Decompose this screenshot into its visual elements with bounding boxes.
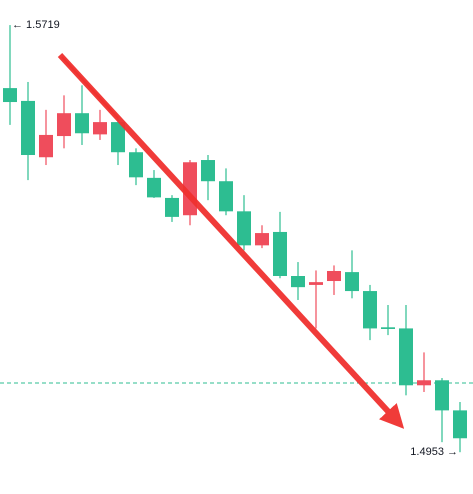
candle-body [237, 211, 251, 246]
price-label: 1.4953 → [410, 446, 458, 458]
candle-body [309, 282, 323, 285]
candle-body [417, 380, 431, 386]
candle-body [201, 160, 215, 182]
label-layer: ← 1.5719 1.4953 → [12, 19, 458, 458]
candle-body [3, 88, 17, 103]
candle-body [255, 233, 269, 246]
candle-body [39, 134, 53, 158]
candle-body [129, 152, 143, 178]
candle-body [147, 177, 161, 198]
candle-body [327, 270, 341, 282]
candle-body [435, 380, 449, 411]
trend-arrow-tail [61, 56, 119, 119]
candle-body [273, 231, 287, 277]
candle-body [111, 122, 125, 153]
candle-body [75, 113, 89, 134]
candle-body [291, 276, 305, 288]
candle-body [381, 327, 395, 329]
price-label: ← 1.5719 [12, 19, 60, 31]
candle-body [453, 410, 467, 439]
candle-body [21, 100, 35, 156]
candle-body [165, 197, 179, 217]
candle-body [57, 113, 71, 137]
candle-layer [3, 25, 467, 453]
candle-body [399, 328, 413, 386]
candle-body [93, 122, 107, 135]
candle-body [219, 181, 233, 212]
candle-body [363, 291, 377, 329]
candle-body [345, 272, 359, 292]
